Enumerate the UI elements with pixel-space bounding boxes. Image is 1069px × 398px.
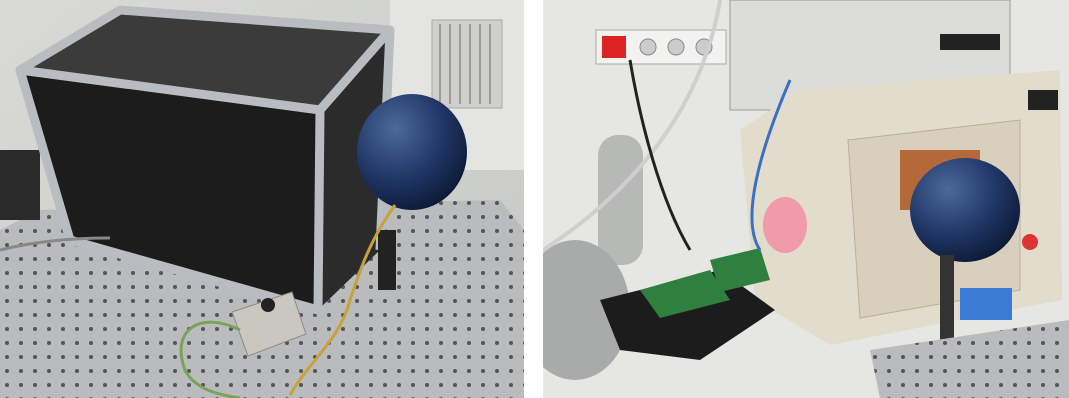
cable xyxy=(543,0,722,252)
pink-cylinder xyxy=(763,197,807,253)
control-box xyxy=(231,291,307,357)
insulated-duct xyxy=(543,240,630,380)
control-knob xyxy=(261,298,275,312)
cable xyxy=(628,59,692,251)
vent-slats xyxy=(439,24,491,104)
cable xyxy=(288,204,397,396)
rack-label xyxy=(940,34,1000,50)
blue-box xyxy=(960,288,1012,320)
box-front xyxy=(20,70,320,310)
left-photo xyxy=(0,0,524,398)
dark-object xyxy=(0,150,40,220)
vent xyxy=(431,19,503,109)
cable xyxy=(0,236,111,252)
box-side xyxy=(318,30,390,310)
stop-button xyxy=(1022,234,1038,250)
display xyxy=(1028,90,1058,110)
pcb xyxy=(710,248,770,292)
duct xyxy=(598,135,643,265)
sphere-post xyxy=(378,230,396,290)
pcb xyxy=(640,270,730,318)
right-photo xyxy=(543,0,1069,398)
cable xyxy=(750,79,792,251)
cable xyxy=(179,320,241,398)
integrating-sphere xyxy=(910,158,1020,262)
integrating-sphere xyxy=(357,94,467,210)
socket xyxy=(667,38,685,56)
box-top xyxy=(20,10,390,110)
socket xyxy=(639,38,657,56)
sphere-post xyxy=(940,255,954,350)
optical-table xyxy=(870,320,1069,398)
red-socket xyxy=(602,36,626,58)
